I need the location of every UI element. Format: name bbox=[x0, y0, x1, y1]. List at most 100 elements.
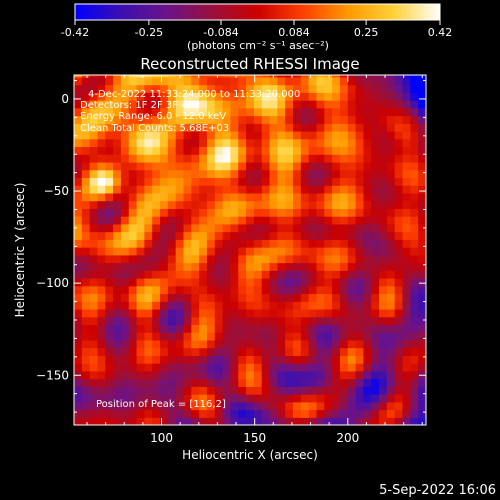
heatmap-cell bbox=[136, 254, 145, 264]
heatmap-cell bbox=[355, 115, 365, 124]
heatmap-cell bbox=[246, 409, 255, 418]
heatmap-cell bbox=[128, 378, 138, 387]
heatmap-cell bbox=[418, 107, 426, 117]
heatmap-cell bbox=[144, 409, 153, 418]
heatmap-cell bbox=[300, 231, 310, 240]
heatmap-cell bbox=[269, 355, 278, 364]
heatmap-cell bbox=[105, 332, 114, 341]
heatmap-cell bbox=[230, 216, 239, 225]
heatmap-cell bbox=[230, 169, 239, 179]
heatmap-cell bbox=[152, 316, 161, 326]
heatmap-cell bbox=[293, 76, 302, 86]
heatmap-cell bbox=[167, 409, 177, 418]
heatmap-cell bbox=[332, 293, 341, 302]
heatmap-cell bbox=[175, 301, 185, 310]
heatmap-cell bbox=[136, 239, 145, 248]
heatmap-cell bbox=[339, 76, 349, 86]
heatmap-cell bbox=[332, 270, 341, 279]
heatmap-cell bbox=[253, 107, 263, 117]
heatmap-cell bbox=[402, 138, 411, 148]
heatmap-cell bbox=[199, 216, 208, 225]
heatmap-cell bbox=[81, 92, 91, 101]
plot-frame bbox=[73, 74, 427, 426]
heatmap-cell bbox=[253, 123, 263, 132]
heatmap-cell bbox=[89, 200, 99, 209]
heatmap-cell bbox=[324, 332, 333, 341]
heatmap-cell bbox=[113, 378, 122, 387]
heatmap-cell bbox=[332, 301, 341, 310]
heatmap-cell bbox=[394, 185, 404, 194]
heatmap-cell bbox=[199, 146, 208, 155]
heatmap-cell bbox=[269, 308, 278, 318]
heatmap-cell bbox=[269, 200, 278, 209]
heatmap-cell bbox=[97, 370, 106, 380]
heatmap-cell bbox=[152, 378, 161, 387]
heatmap-cell bbox=[113, 208, 122, 217]
heatmap-cell bbox=[105, 146, 114, 155]
heatmap-cell bbox=[246, 84, 255, 93]
heatmap-cell bbox=[175, 394, 185, 403]
heatmap-cell bbox=[81, 355, 91, 364]
heatmap-cell bbox=[167, 216, 177, 225]
heatmap-cell bbox=[269, 107, 278, 117]
heatmap-cell bbox=[246, 76, 255, 86]
heatmap-cell bbox=[253, 200, 263, 209]
heatmap-cell bbox=[269, 146, 278, 155]
heatmap-cell bbox=[222, 308, 232, 318]
heatmap-cell bbox=[347, 131, 357, 140]
heatmap-cell bbox=[89, 386, 99, 395]
heatmap-cell bbox=[230, 138, 239, 148]
heatmap-cell bbox=[332, 185, 341, 194]
heatmap-cell bbox=[97, 308, 106, 318]
heatmap-cell bbox=[347, 123, 357, 132]
heatmap-cell bbox=[269, 115, 278, 124]
heatmap-cell bbox=[105, 223, 114, 233]
heatmap-cell bbox=[144, 154, 153, 163]
heatmap-cell bbox=[293, 308, 302, 318]
heatmap-cell bbox=[105, 262, 114, 271]
heatmap-cell bbox=[206, 355, 216, 364]
heatmap-cell bbox=[199, 285, 208, 295]
heatmap-cell bbox=[89, 115, 99, 124]
heatmap-cell bbox=[113, 239, 122, 248]
heatmap-cell bbox=[371, 308, 380, 318]
heatmap-cell bbox=[175, 131, 185, 140]
heatmap-cell bbox=[230, 161, 239, 171]
heatmap-cell bbox=[339, 247, 349, 256]
heatmap-cell bbox=[324, 76, 333, 86]
heatmap-cell bbox=[339, 154, 349, 163]
heatmap-cell bbox=[160, 370, 169, 380]
heatmap-cell bbox=[206, 409, 216, 418]
heatmap-cell bbox=[253, 363, 263, 372]
heatmap-cell bbox=[324, 146, 333, 155]
heatmap-cell bbox=[285, 161, 294, 171]
heatmap-cell bbox=[136, 386, 145, 395]
heatmap-cell bbox=[144, 123, 153, 132]
heatmap-cell bbox=[261, 146, 271, 155]
heatmap-cell bbox=[402, 301, 411, 310]
heatmap-cell bbox=[238, 417, 247, 425]
heatmap-cell bbox=[269, 417, 278, 425]
heatmap-cell bbox=[120, 254, 130, 264]
heatmap-cell bbox=[324, 154, 333, 163]
heatmap-cell bbox=[355, 123, 365, 132]
heatmap-cell bbox=[332, 107, 341, 117]
heatmap-cell bbox=[253, 247, 263, 256]
heatmap-cell bbox=[191, 363, 200, 372]
heatmap-cell bbox=[160, 401, 169, 411]
heatmap-cell bbox=[293, 370, 302, 380]
chart-title: Reconstructed RHESSI Image bbox=[140, 55, 359, 73]
heatmap-cell bbox=[426, 131, 434, 139]
heatmap-cell bbox=[167, 332, 177, 341]
heatmap-cell bbox=[324, 363, 333, 372]
heatmap-cell bbox=[89, 84, 99, 93]
heatmap-cell bbox=[285, 146, 294, 155]
heatmap-cell bbox=[89, 185, 99, 194]
heatmap-cell bbox=[238, 107, 247, 117]
heatmap-cell bbox=[183, 401, 192, 411]
heatmap-cell bbox=[332, 192, 341, 202]
heatmap-cell bbox=[206, 316, 216, 326]
heatmap-cell bbox=[394, 200, 404, 209]
heatmap-cell bbox=[230, 355, 239, 364]
heatmap-cell bbox=[167, 131, 177, 140]
